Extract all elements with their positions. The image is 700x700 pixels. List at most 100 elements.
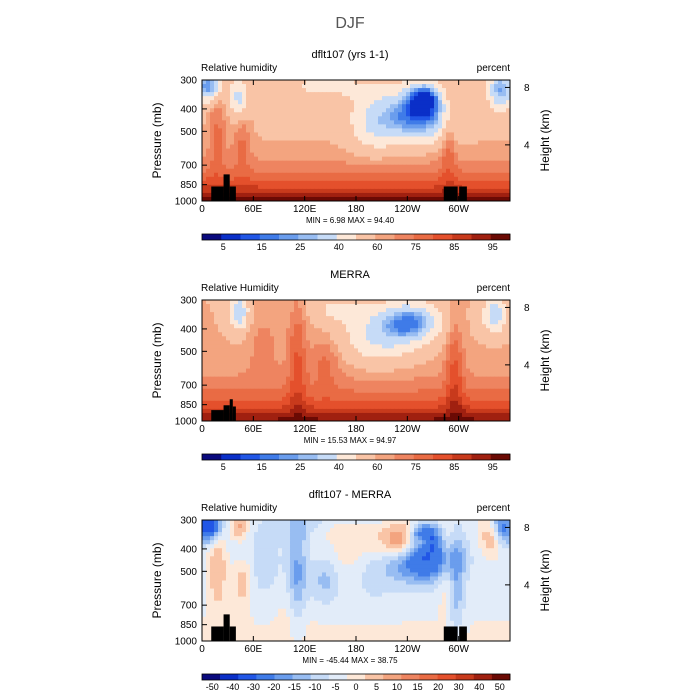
heatmap-cell	[378, 136, 383, 141]
heatmap-cell	[314, 116, 319, 121]
heatmap-cell	[410, 404, 415, 410]
heatmap-cell	[422, 528, 427, 533]
heatmap-cell	[326, 148, 331, 153]
heatmap-cell	[330, 408, 335, 414]
heatmap-cell	[466, 416, 471, 422]
heatmap-cell	[330, 140, 335, 145]
heatmap-cell	[426, 164, 431, 170]
heatmap-cell	[494, 192, 499, 198]
heatmap-cell	[410, 396, 415, 402]
heatmap-cell	[430, 356, 435, 361]
heatmap-cell	[506, 108, 511, 113]
heatmap-cell	[242, 340, 247, 345]
heatmap-cell	[438, 324, 443, 329]
heatmap-cell	[414, 308, 419, 313]
heatmap-cell	[434, 132, 439, 137]
heatmap-cell	[310, 96, 315, 101]
heatmap-cell	[498, 368, 503, 373]
heatmap-cell	[386, 96, 391, 101]
heatmap-cell	[310, 336, 315, 341]
colorbar-swatch	[490, 234, 511, 240]
heatmap-cell	[294, 80, 299, 85]
heatmap-cell	[222, 136, 227, 141]
heatmap-cell	[270, 520, 275, 525]
heatmap-cell	[302, 160, 307, 166]
heatmap-cell	[254, 396, 259, 402]
heatmap-cell	[338, 196, 343, 202]
heatmap-cell	[498, 148, 503, 153]
heatmap-cell	[222, 336, 227, 341]
heatmap-cell	[378, 128, 383, 133]
heatmap-cell	[486, 96, 491, 101]
heatmap-cell	[266, 308, 271, 313]
heatmap-cell	[410, 304, 415, 309]
heatmap-cell	[386, 312, 391, 317]
heatmap-cell	[490, 156, 495, 162]
heatmap-cell	[226, 352, 231, 357]
heatmap-cell	[486, 312, 491, 317]
heatmap-cell	[354, 316, 359, 321]
heatmap-cell	[398, 164, 403, 170]
colorbar-swatch	[471, 234, 492, 240]
heatmap-cell	[390, 328, 395, 333]
heatmap-cell	[382, 172, 387, 178]
heatmap-cell	[294, 92, 299, 97]
heatmap-cell	[202, 172, 207, 178]
heatmap-cell	[414, 140, 419, 145]
heatmap-cell	[306, 160, 311, 166]
heatmap-cell	[258, 88, 263, 93]
colorbar-swatch	[240, 454, 261, 460]
heatmap-cell	[458, 104, 463, 109]
heatmap-cell	[414, 396, 419, 402]
heatmap-cell	[342, 120, 347, 125]
heatmap-cell	[358, 148, 363, 153]
heatmap-cell	[314, 192, 319, 198]
heatmap-cell	[394, 528, 399, 533]
heatmap-cell	[294, 404, 299, 410]
heatmap-cell	[314, 384, 319, 390]
heatmap-cell	[258, 328, 263, 333]
heatmap-cell	[266, 144, 271, 149]
heatmap-cell	[330, 108, 335, 113]
heatmap-cell	[378, 340, 383, 345]
heatmap-cell	[450, 168, 455, 174]
heatmap-cell	[382, 184, 387, 190]
heatmap-cell	[450, 408, 455, 414]
y2-axis-title: Height (km)	[538, 329, 552, 391]
heatmap-cell	[402, 140, 407, 145]
heatmap-cell	[306, 192, 311, 198]
heatmap-cell	[202, 324, 207, 329]
heatmap-cell	[394, 368, 399, 373]
heatmap-cell	[274, 80, 279, 85]
heatmap-cell	[330, 80, 335, 85]
heatmap-cell	[314, 100, 319, 105]
heatmap-cell	[362, 408, 367, 414]
heatmap-cell	[262, 88, 267, 93]
heatmap-cell	[398, 92, 403, 97]
heatmap-cell	[238, 320, 243, 325]
heatmap-cell	[274, 384, 279, 390]
heatmap-cell	[298, 120, 303, 125]
heatmap-cell	[274, 160, 279, 166]
heatmap-cell	[358, 380, 363, 386]
heatmap-cell	[438, 312, 443, 317]
heatmap-cell	[366, 336, 371, 341]
heatmap-cell	[478, 164, 483, 170]
heatmap-cell	[226, 332, 231, 337]
heatmap-cell	[346, 364, 351, 369]
heatmap-cell	[378, 144, 383, 149]
heatmap-cell	[402, 308, 407, 313]
heatmap-cell	[430, 196, 435, 202]
heatmap-cell	[306, 340, 311, 345]
heatmap-cell	[354, 100, 359, 105]
heatmap-cell	[418, 328, 423, 333]
y2-axis-title: Height (km)	[538, 109, 552, 171]
heatmap-cell	[226, 144, 231, 149]
heatmap-cell	[426, 172, 431, 178]
heatmap-cell	[234, 364, 239, 369]
heatmap-cell	[382, 88, 387, 93]
heatmap-cell	[482, 360, 487, 365]
heatmap-cell	[422, 192, 427, 198]
heatmap-cell	[406, 392, 411, 398]
heatmap-cell	[306, 392, 311, 398]
